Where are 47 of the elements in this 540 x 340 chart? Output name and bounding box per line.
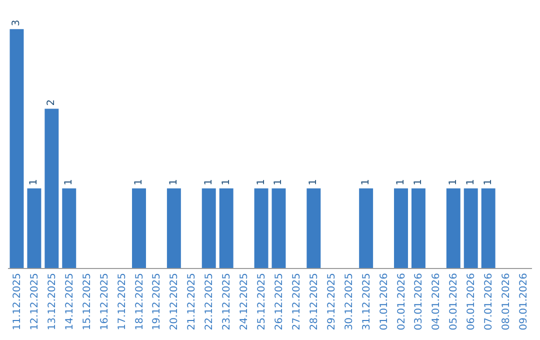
x-tick-label: 20.12.2025 xyxy=(169,273,180,330)
x-tick-label: 22.12.2025 xyxy=(204,273,216,330)
x-tick-label: 30.12.2025 xyxy=(344,273,355,330)
x-tick-label: 25.12.2025 xyxy=(256,273,268,330)
x-tick-label: 11.12.2025 xyxy=(12,273,23,330)
x-tick-label: 31.12.2025 xyxy=(361,273,372,330)
data-label: 1 xyxy=(168,178,180,186)
data-label: 1 xyxy=(220,178,232,186)
data-label: 1 xyxy=(134,178,144,186)
x-tick-label: 23.12.2025 xyxy=(222,273,233,330)
data-label: 1 xyxy=(412,178,424,186)
x-tick-label: 08.01.2026 xyxy=(501,273,512,330)
x-tick-label: 13.12.2025 xyxy=(46,273,58,330)
x-tick-label: 19.12.2025 xyxy=(152,273,163,330)
x-tick-label: 06.01.2026 xyxy=(466,273,478,330)
data-label: 1 xyxy=(203,178,214,186)
x-tick-label: 21.12.2025 xyxy=(186,273,198,330)
x-tick-label: 07.01.2026 xyxy=(484,273,495,330)
x-tick-label: 04.01.2026 xyxy=(431,273,442,330)
x-tick-label: 27.12.2025 xyxy=(291,273,302,330)
x-tick-label: 09.01.2026 xyxy=(518,273,530,330)
x-tick-label: 24.12.2025 xyxy=(239,273,250,330)
x-tick-label: 05.01.2026 xyxy=(448,273,460,330)
x-tick-label: 18.12.2025 xyxy=(134,273,146,330)
data-label: 1 xyxy=(273,178,284,186)
data-label: 1 xyxy=(465,178,476,186)
x-tick-label: 15.12.2025 xyxy=(82,273,93,330)
x-tick-label: 29.12.2025 xyxy=(326,273,338,330)
data-label: 3 xyxy=(11,20,22,26)
data-label: 1 xyxy=(482,178,494,186)
x-tick-label: 16.12.2025 xyxy=(99,273,110,330)
x-tick-label: 14.12.2025 xyxy=(64,273,76,330)
x-tick-label: 01.01.2026 xyxy=(378,273,390,330)
x-tick-label: 17.12.2025 xyxy=(116,273,128,330)
data-label: 1 xyxy=(64,178,75,186)
x-tick-label: 28.12.2025 xyxy=(308,273,320,330)
data-label: 1 xyxy=(396,178,406,186)
data-label: 1 xyxy=(360,178,372,186)
data-label: 2 xyxy=(46,99,58,106)
x-tick-label: 12.12.2025 xyxy=(29,273,40,330)
data-label: 1 xyxy=(256,178,267,186)
x-tick-label: 02.01.2026 xyxy=(396,273,408,330)
data-label: 1 xyxy=(28,178,40,186)
x-tick-label: 03.01.2026 xyxy=(414,273,425,330)
data-label: 1 xyxy=(448,178,459,186)
x-tick-label: 26.12.2025 xyxy=(274,273,285,330)
data-label: 1 xyxy=(308,178,320,186)
